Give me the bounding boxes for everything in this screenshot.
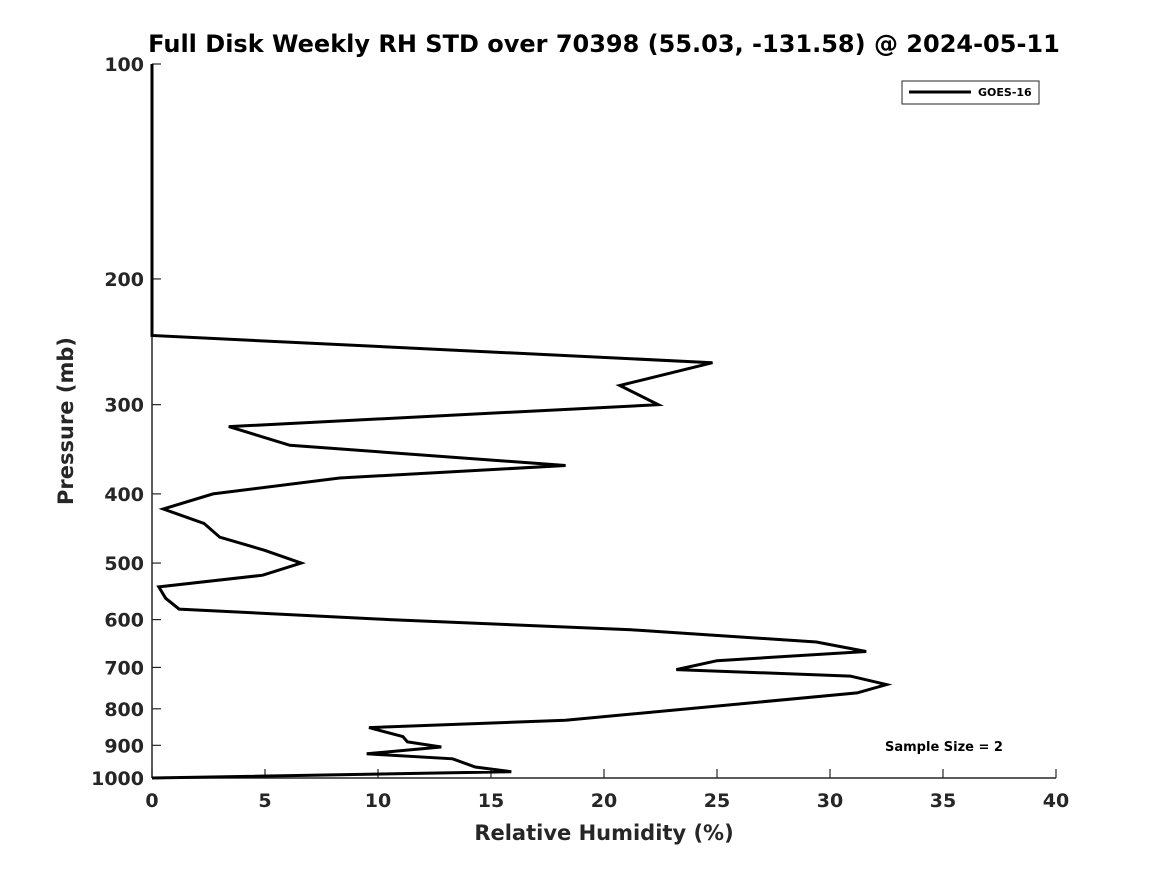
y-tick-label: 700 <box>104 657 144 679</box>
y-tick-label: 300 <box>104 395 144 417</box>
y-axis-label: Pressure (mb) <box>54 337 78 505</box>
x-ticks: 0 5 10 15 20 25 30 35 40 <box>145 769 1069 812</box>
y-tick-label: 100 <box>104 54 144 76</box>
chart-title: Full Disk Weekly RH STD over 70398 (55.0… <box>148 30 1060 58</box>
axes <box>151 64 1056 779</box>
series-layer <box>150 64 893 780</box>
x-axis-label: Relative Humidity (%) <box>474 821 733 845</box>
sample-size-annotation: Sample Size = 2 <box>885 740 1003 755</box>
x-tick-label: 5 <box>258 790 271 812</box>
x-tick-label: 20 <box>591 790 617 812</box>
series-line-goes-16 <box>150 64 893 780</box>
x-tick-label: 10 <box>365 790 391 812</box>
y-tick-label: 200 <box>104 269 144 291</box>
x-tick-label: 0 <box>145 790 158 812</box>
y-tick-label: 600 <box>104 610 144 632</box>
x-tick-label: 40 <box>1043 790 1069 812</box>
x-tick-label: 15 <box>478 790 504 812</box>
x-tick-label: 35 <box>930 790 956 812</box>
x-tick-label: 30 <box>817 790 843 812</box>
legend-entry-goes-16: GOES-16 <box>978 86 1032 99</box>
y-tick-label: 800 <box>104 699 144 721</box>
y-tick-label: 900 <box>104 735 144 757</box>
legend: GOES-16 <box>901 80 1040 105</box>
y-tick-label: 400 <box>104 484 144 506</box>
x-tick-label: 25 <box>704 790 730 812</box>
y-ticks: 100 200 300 400 500 600 700 800 900 1000 <box>91 54 161 790</box>
y-tick-label: 500 <box>104 553 144 575</box>
y-tick-label: 1000 <box>91 768 144 790</box>
